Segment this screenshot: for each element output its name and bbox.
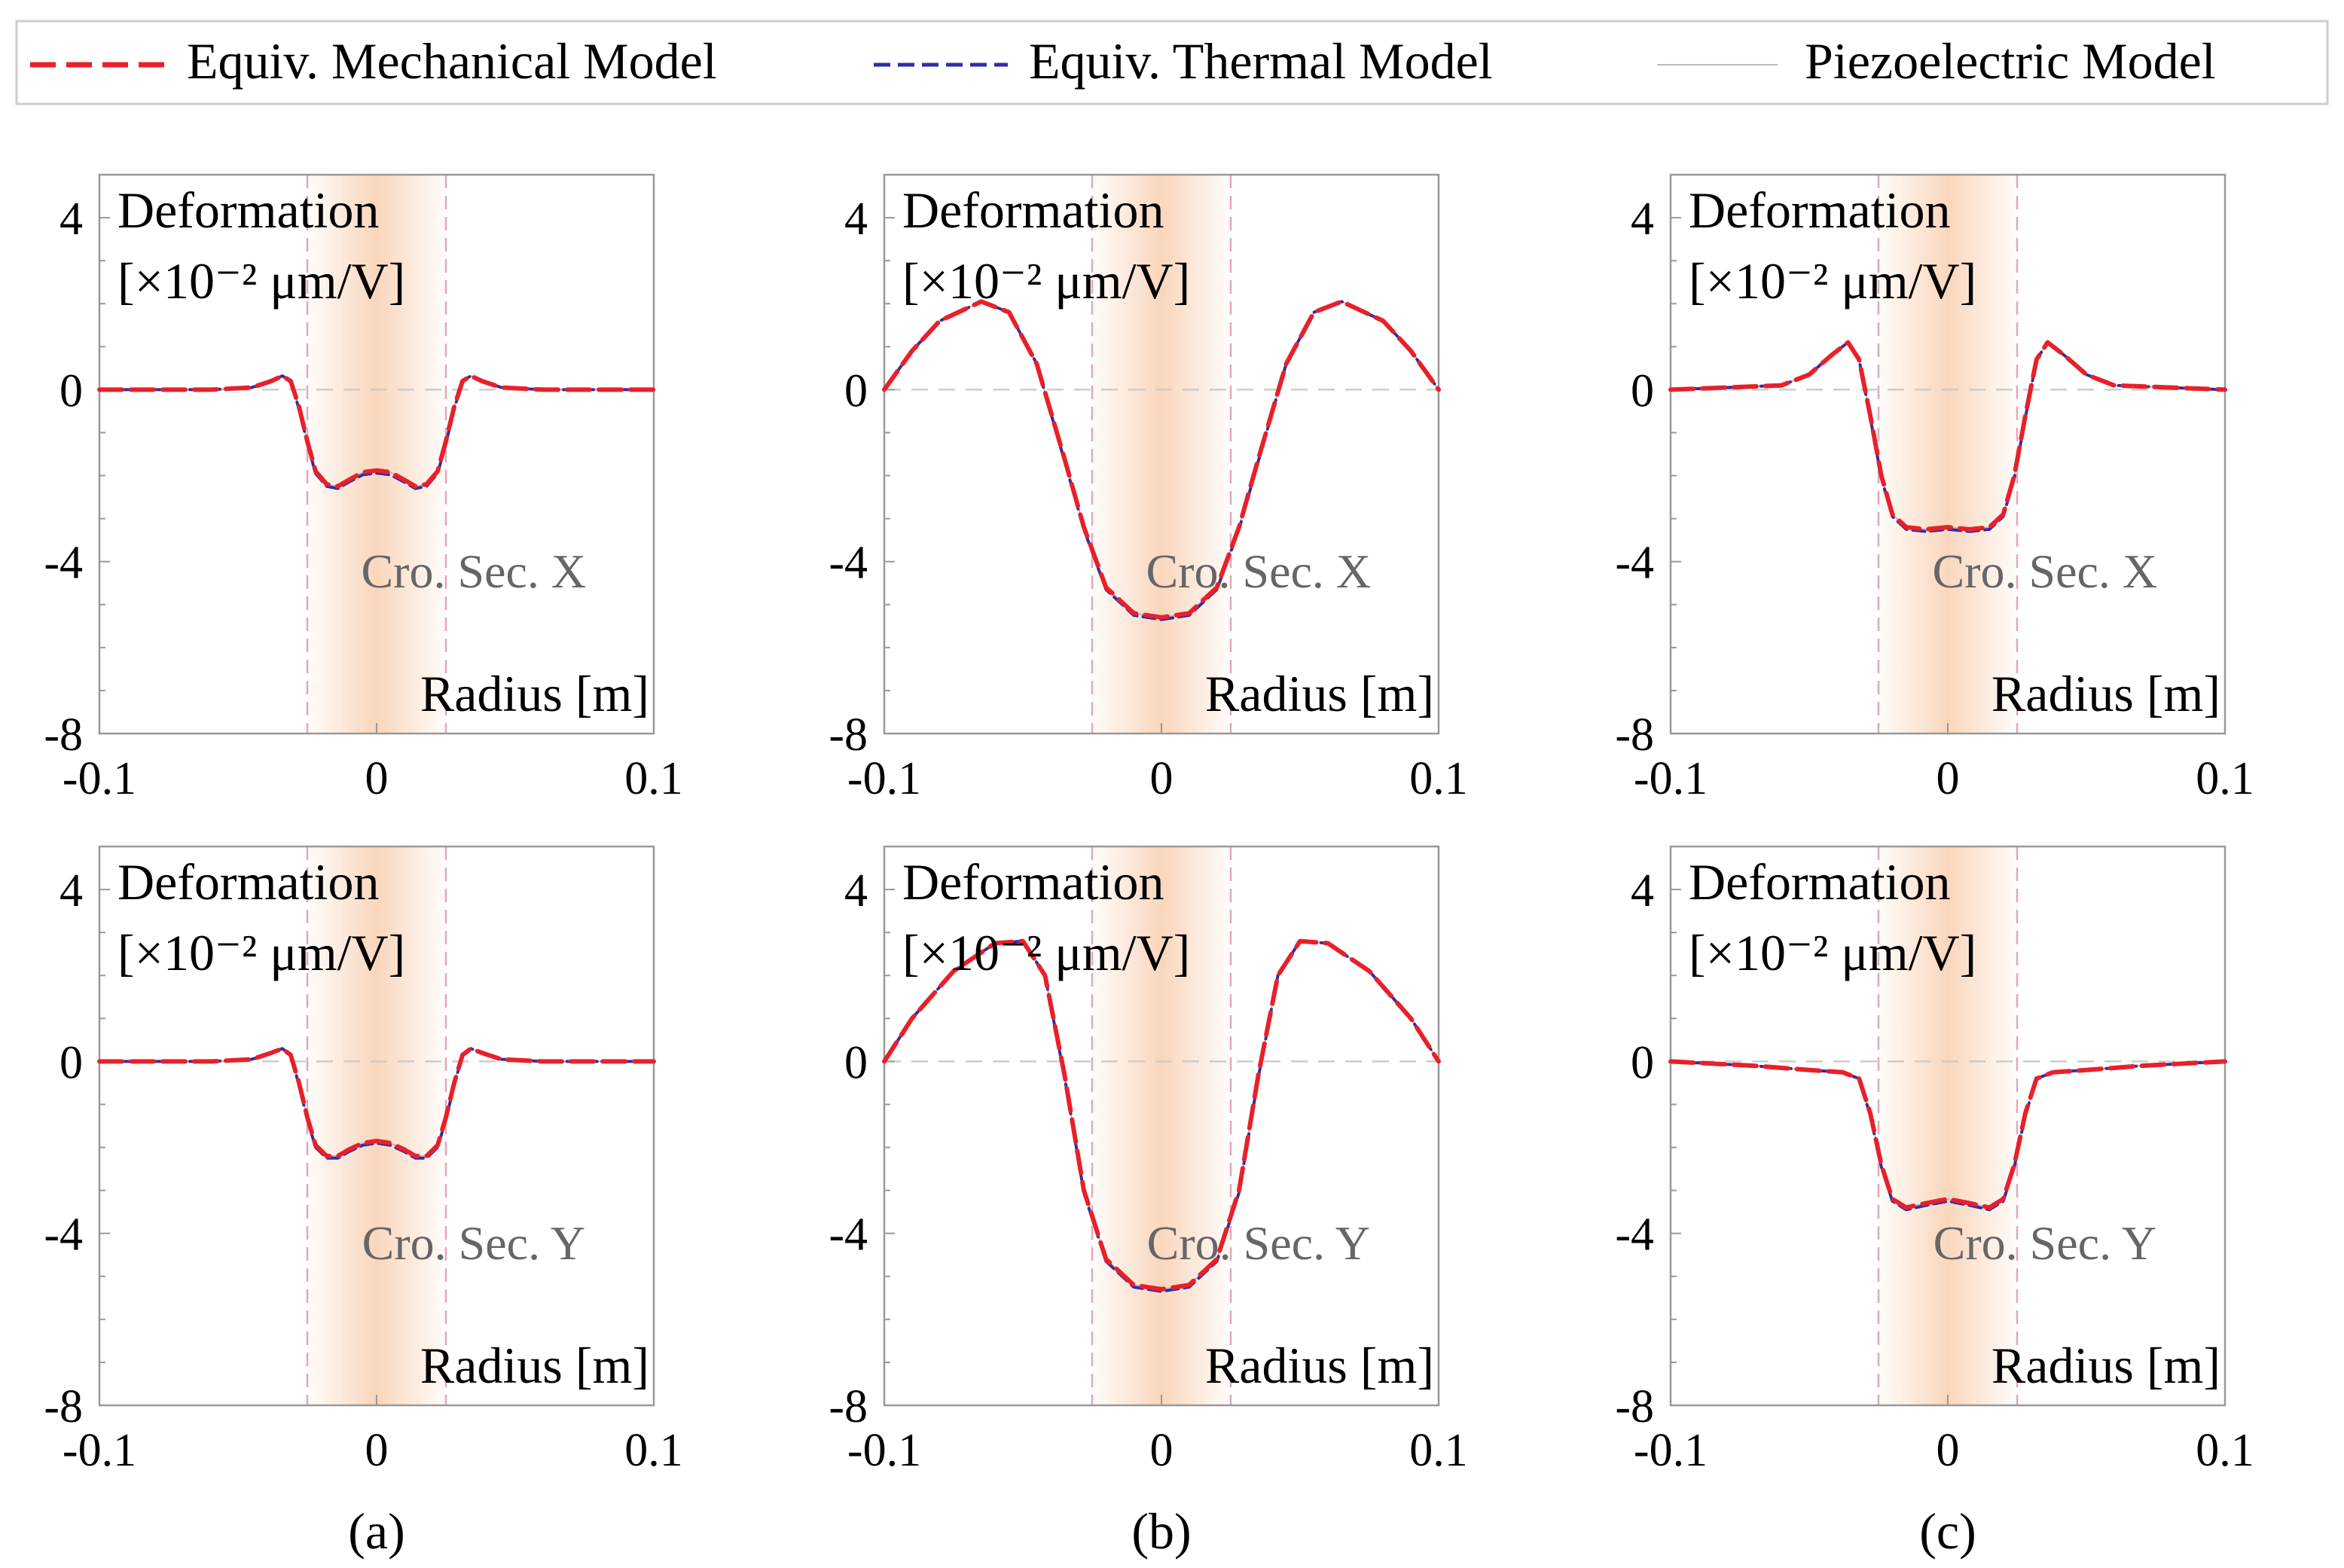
y-tick-label: 4 (844, 194, 868, 245)
y-tick-label: -8 (829, 709, 868, 761)
highlight-band (1092, 847, 1231, 1405)
highlight-band (307, 175, 446, 734)
y-tick-label: -4 (44, 538, 83, 589)
cross-section-annotation: Cro. Sec. Y (1933, 1216, 2156, 1270)
y-tick-label: 4 (60, 865, 83, 917)
y-axis-label-line2: [×10⁻² μm/V] (118, 252, 405, 310)
y-tick-label: -4 (1615, 1210, 1654, 1261)
x-tick-label: 0 (365, 1425, 389, 1476)
y-tick-label: 4 (844, 865, 868, 917)
x-axis-label: Radius [m] (420, 1337, 649, 1394)
y-tick-label: 0 (844, 1037, 868, 1088)
x-tick-label: -0.1 (1634, 753, 1708, 804)
series-line-1 (882, 299, 1441, 620)
column-labels: (a) (b) (c) (348, 1502, 1976, 1560)
highlight-band (1879, 175, 2017, 734)
panel-b-bottom: 4 0 -4 -8-0.1 0 0.1 Deformation [×10⁻² μm/V] Rad… (829, 845, 1468, 1476)
x-tick-label: -0.1 (847, 753, 921, 804)
y-axis-label-line1: Deformation (118, 182, 379, 239)
highlight-band (307, 847, 446, 1405)
highlight-band (1879, 847, 2017, 1405)
y-tick-label: 0 (1631, 1037, 1654, 1088)
legend-label-1: Equiv. Mechanical Model (187, 32, 717, 90)
y-tick-label: 4 (1631, 194, 1654, 245)
x-tick-label: 0.1 (624, 753, 683, 804)
y-axis-label-line1: Deformation (1689, 853, 1950, 911)
x-tick-label: 0 (1150, 1425, 1174, 1476)
cross-section-annotation: Cro. Sec. X (361, 545, 586, 598)
x-tick-label: 0 (365, 753, 389, 804)
x-tick-label: 0 (1937, 753, 1960, 804)
y-tick-label: 4 (1631, 865, 1654, 917)
y-axis-label-line1: Deformation (902, 182, 1164, 239)
panel-c-top: 4 0 -4 -8-0.1 0 0.1 Deformation [×10⁻² μm/V] Rad… (1615, 173, 2254, 804)
x-tick-label: 0.1 (1409, 753, 1468, 804)
y-axis-label-line1: Deformation (118, 853, 379, 911)
legend-label-3: Piezoelectric Model (1805, 32, 2216, 90)
cross-section-annotation: Cro. Sec. X (1932, 545, 2157, 598)
x-tick-label: -0.1 (1634, 1425, 1708, 1476)
y-tick-label: -8 (1615, 1381, 1654, 1432)
y-tick-label: -8 (44, 709, 83, 761)
legend: Equiv. Mechanical Model Equiv. Thermal Mo… (15, 20, 2329, 105)
x-tick-label: 0 (1937, 1425, 1960, 1476)
series-line-1 (882, 938, 1441, 1292)
y-axis-label-line2: [×10⁻² μm/V] (1689, 924, 1976, 981)
y-axis-label-line1: Deformation (1689, 182, 1950, 239)
x-axis-label: Radius [m] (1991, 665, 2220, 722)
legend-box (15, 20, 2329, 105)
y-axis-label-line2: [×10⁻² μm/V] (1689, 252, 1976, 310)
x-tick-label: 0.1 (2196, 753, 2254, 804)
column-label-3: (c) (1919, 1502, 1976, 1560)
legend-label-2: Equiv. Thermal Model (1029, 32, 1493, 90)
y-tick-label: -4 (829, 1210, 868, 1261)
y-tick-label: -8 (829, 1381, 868, 1432)
column-label-2: (b) (1131, 1502, 1191, 1560)
panel-c-bottom: 4 0 -4 -8-0.1 0 0.1 Deformation [×10⁻² μm/V] Rad… (1615, 845, 2254, 1476)
panel-a-bottom: 4 0 -4 -8-0.1 0 0.1 Deformation [×10⁻² μm/V] Rad… (44, 845, 683, 1476)
y-tick-label: -8 (44, 1381, 83, 1432)
cross-section-annotation: Cro. Sec. Y (362, 1216, 585, 1270)
column-label-1: (a) (348, 1502, 404, 1560)
y-tick-label: -8 (1615, 709, 1654, 761)
y-axis-label-line2: [×10⁻² μm/V] (118, 924, 405, 981)
x-tick-label: -0.1 (847, 1425, 921, 1476)
y-tick-label: -4 (1615, 538, 1654, 589)
x-axis-label: Radius [m] (1991, 1337, 2220, 1394)
cross-section-annotation: Cro. Sec. X (1146, 545, 1371, 598)
x-tick-label: 0 (1150, 753, 1174, 804)
x-axis-label: Radius [m] (420, 665, 649, 722)
panel-b-top: 4 0 -4 -8-0.1 0 0.1 Deformation [×10⁻² μm/V] Rad… (829, 173, 1468, 804)
y-tick-label: -4 (829, 538, 868, 589)
series-line-1 (1668, 1059, 2227, 1210)
x-axis-label: Radius [m] (1205, 665, 1434, 722)
series-line-1 (97, 1046, 656, 1158)
y-tick-label: 0 (844, 365, 868, 416)
cross-section-annotation: Cro. Sec. Y (1147, 1216, 1370, 1270)
y-tick-label: 0 (60, 1037, 83, 1088)
y-tick-label: 0 (60, 365, 83, 416)
y-axis-label-line2: [×10⁻² μm/V] (902, 252, 1190, 310)
y-axis-label-line1: Deformation (902, 853, 1164, 911)
series-line-1 (97, 374, 656, 489)
x-axis-label: Radius [m] (1205, 1337, 1434, 1394)
y-tick-label: -4 (44, 1210, 83, 1261)
y-tick-label: 4 (60, 194, 83, 245)
y-tick-label: 0 (1631, 365, 1654, 416)
y-axis-label-line2: [×10⁻² μm/V] (902, 924, 1190, 981)
highlight-band (1092, 175, 1231, 734)
x-tick-label: 0.1 (624, 1425, 683, 1476)
series-line-1 (1668, 340, 2227, 532)
x-tick-label: -0.1 (63, 1425, 136, 1476)
x-tick-label: -0.1 (63, 753, 136, 804)
x-tick-label: 0.1 (2196, 1425, 2254, 1476)
x-tick-label: 0.1 (1409, 1425, 1468, 1476)
panel-a-top: 4 0 -4 -8-0.1 0 0.1 Deformation [×10⁻² μm/V] Rad… (44, 173, 683, 804)
